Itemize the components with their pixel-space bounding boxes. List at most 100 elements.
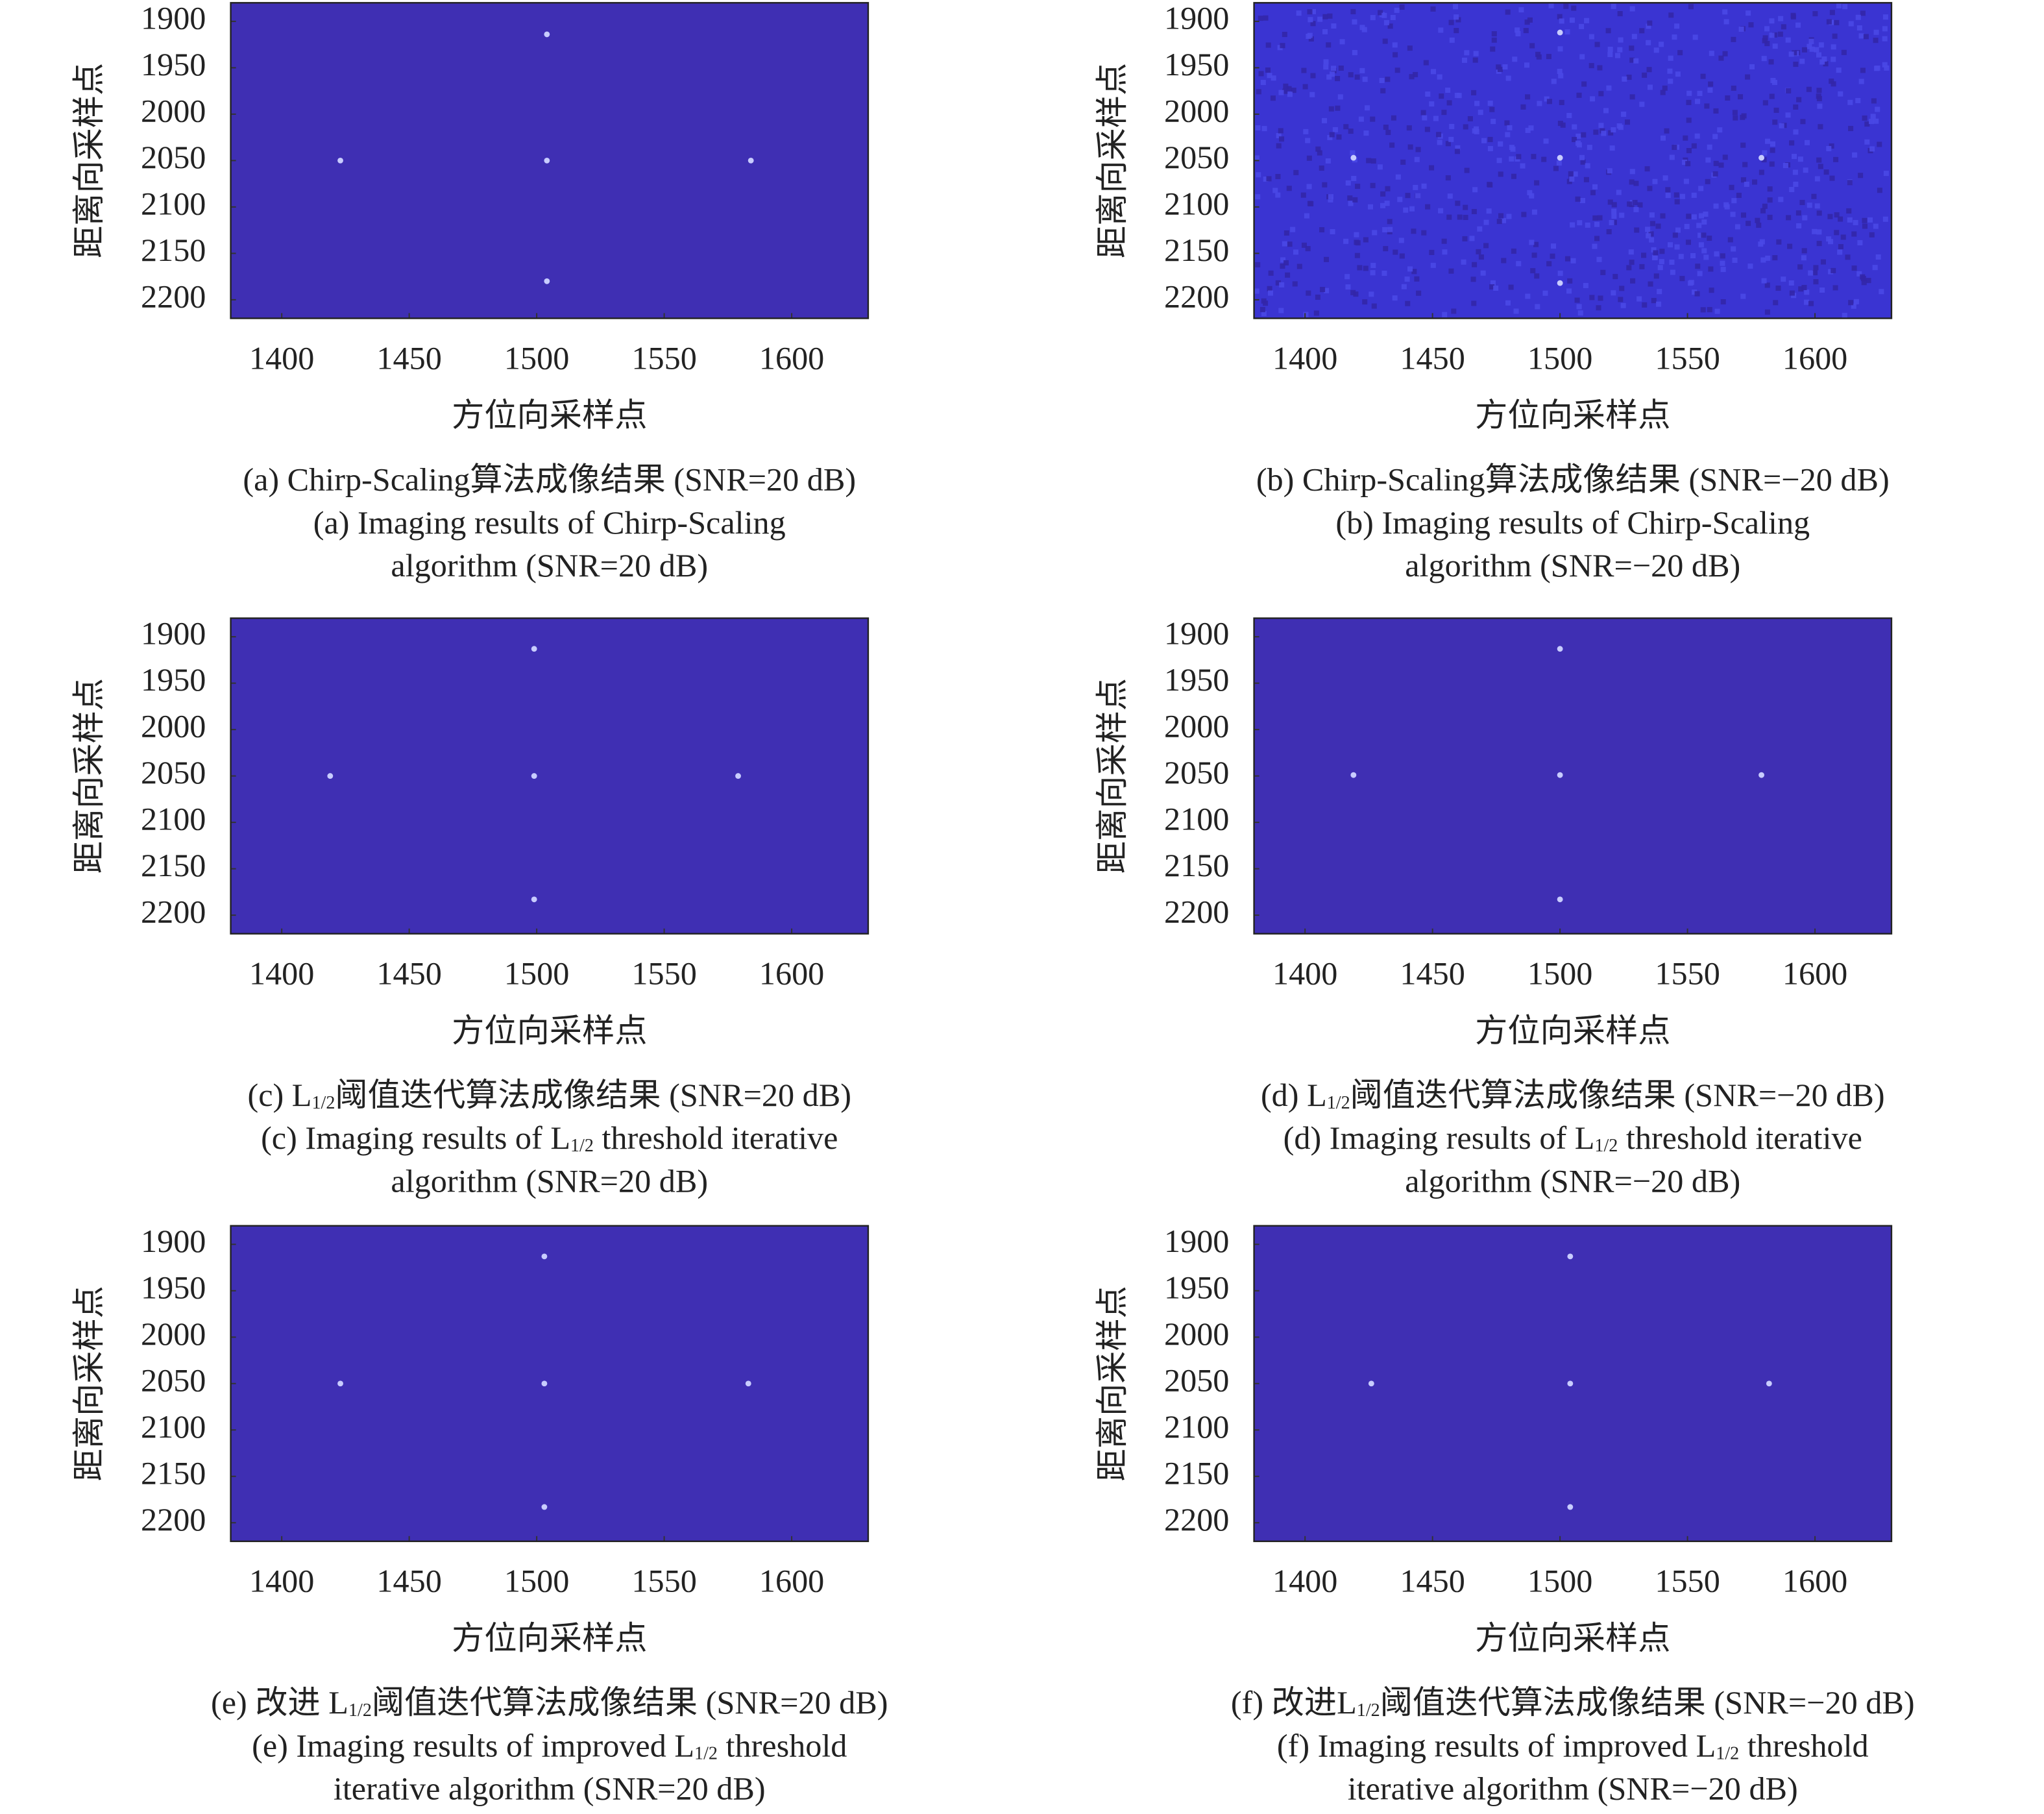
noise	[1705, 157, 1711, 163]
noise	[1631, 34, 1637, 40]
noise	[1720, 267, 1726, 273]
noise	[1471, 90, 1477, 95]
noise	[1571, 5, 1577, 11]
noise	[1353, 291, 1359, 297]
plot-frame	[230, 617, 870, 935]
x-tick-label: 1400	[249, 339, 314, 376]
noise	[1348, 72, 1354, 78]
noise	[1782, 163, 1788, 169]
noise	[1369, 291, 1374, 297]
noise	[1293, 169, 1299, 175]
noise	[1653, 273, 1659, 279]
noise	[1593, 129, 1599, 135]
noise	[1350, 8, 1356, 14]
point-target	[1557, 280, 1563, 286]
noise	[1659, 42, 1664, 47]
noise	[1819, 287, 1825, 293]
noise	[1873, 118, 1879, 124]
noise	[1611, 290, 1616, 296]
noise	[1560, 122, 1566, 128]
noise	[1256, 172, 1261, 178]
noise	[1330, 66, 1337, 71]
x-axis-label: 方位向采样点	[452, 1012, 647, 1049]
noise	[1405, 193, 1411, 199]
noise	[1487, 182, 1493, 188]
x-tick-label: 1550	[1655, 1563, 1720, 1599]
noise	[1767, 214, 1773, 220]
x-tick-label: 1500	[504, 955, 569, 992]
noise	[1292, 281, 1298, 287]
noise	[1616, 190, 1622, 195]
noise	[1370, 116, 1376, 122]
panel: 1400 1450 1500 1550 1600 1900 1950 2000 2050 2100…	[1094, 1223, 1914, 1806]
noise	[1557, 271, 1563, 276]
noise	[1505, 132, 1511, 138]
plot-background	[230, 618, 868, 934]
noise	[1455, 17, 1461, 23]
noise	[1559, 18, 1564, 24]
noise	[1407, 266, 1413, 272]
noise	[1668, 12, 1674, 18]
noise	[1463, 124, 1468, 130]
noise	[1296, 10, 1302, 16]
noise	[1362, 299, 1368, 305]
point-target	[541, 1253, 548, 1260]
point-target	[745, 1380, 751, 1387]
noise	[1326, 42, 1332, 48]
noise	[1350, 289, 1356, 295]
noise	[1577, 310, 1583, 316]
noise	[1646, 233, 1651, 239]
noise	[1863, 34, 1869, 40]
noise	[1690, 252, 1696, 259]
y-tick-label: 2000	[141, 708, 206, 744]
noise	[1474, 101, 1480, 106]
caption-subscript: 1/2	[1327, 1093, 1350, 1113]
x-tick-label: 1600	[759, 339, 824, 376]
noise	[1496, 64, 1502, 70]
noise	[1331, 23, 1337, 29]
noise	[1330, 71, 1335, 77]
noise	[1816, 157, 1822, 163]
noise	[1686, 90, 1692, 96]
noise	[1557, 46, 1563, 52]
point-target	[748, 157, 754, 164]
noise	[1818, 124, 1823, 130]
noise	[1769, 93, 1775, 99]
noise	[1469, 236, 1475, 241]
x-tick-label: 1550	[1655, 339, 1720, 376]
noise	[1642, 72, 1648, 78]
noise	[1370, 270, 1376, 276]
noise	[1302, 84, 1308, 90]
noise	[1387, 227, 1393, 232]
noise	[1462, 236, 1468, 241]
noise	[1777, 31, 1783, 37]
noise	[1319, 227, 1325, 233]
noise	[1463, 214, 1468, 221]
noise	[1860, 274, 1866, 280]
noise	[1674, 199, 1680, 204]
caption-subscript: 1/2	[348, 1700, 372, 1721]
noise	[1325, 158, 1331, 164]
noise	[1498, 213, 1504, 219]
noise	[1592, 243, 1598, 249]
noise	[1707, 236, 1712, 241]
noise	[1580, 159, 1586, 165]
noise	[1296, 264, 1302, 269]
noise	[1322, 182, 1328, 188]
noise	[1657, 289, 1662, 295]
noise	[1855, 97, 1861, 103]
y-tick-label: 2100	[1164, 185, 1229, 221]
noise	[1616, 123, 1622, 129]
noise	[1761, 56, 1767, 62]
noise	[1723, 202, 1729, 208]
noise	[1385, 77, 1391, 82]
noise	[1742, 162, 1748, 167]
noise	[1524, 19, 1530, 25]
plot-background	[1254, 618, 1892, 934]
noise	[1268, 270, 1274, 276]
point-target	[1557, 29, 1563, 36]
noise	[1707, 87, 1713, 93]
panel: 1400 1450 1500 1550 1600 1900 1950 2000 2050 2100…	[71, 0, 870, 583]
noise	[1727, 237, 1733, 243]
